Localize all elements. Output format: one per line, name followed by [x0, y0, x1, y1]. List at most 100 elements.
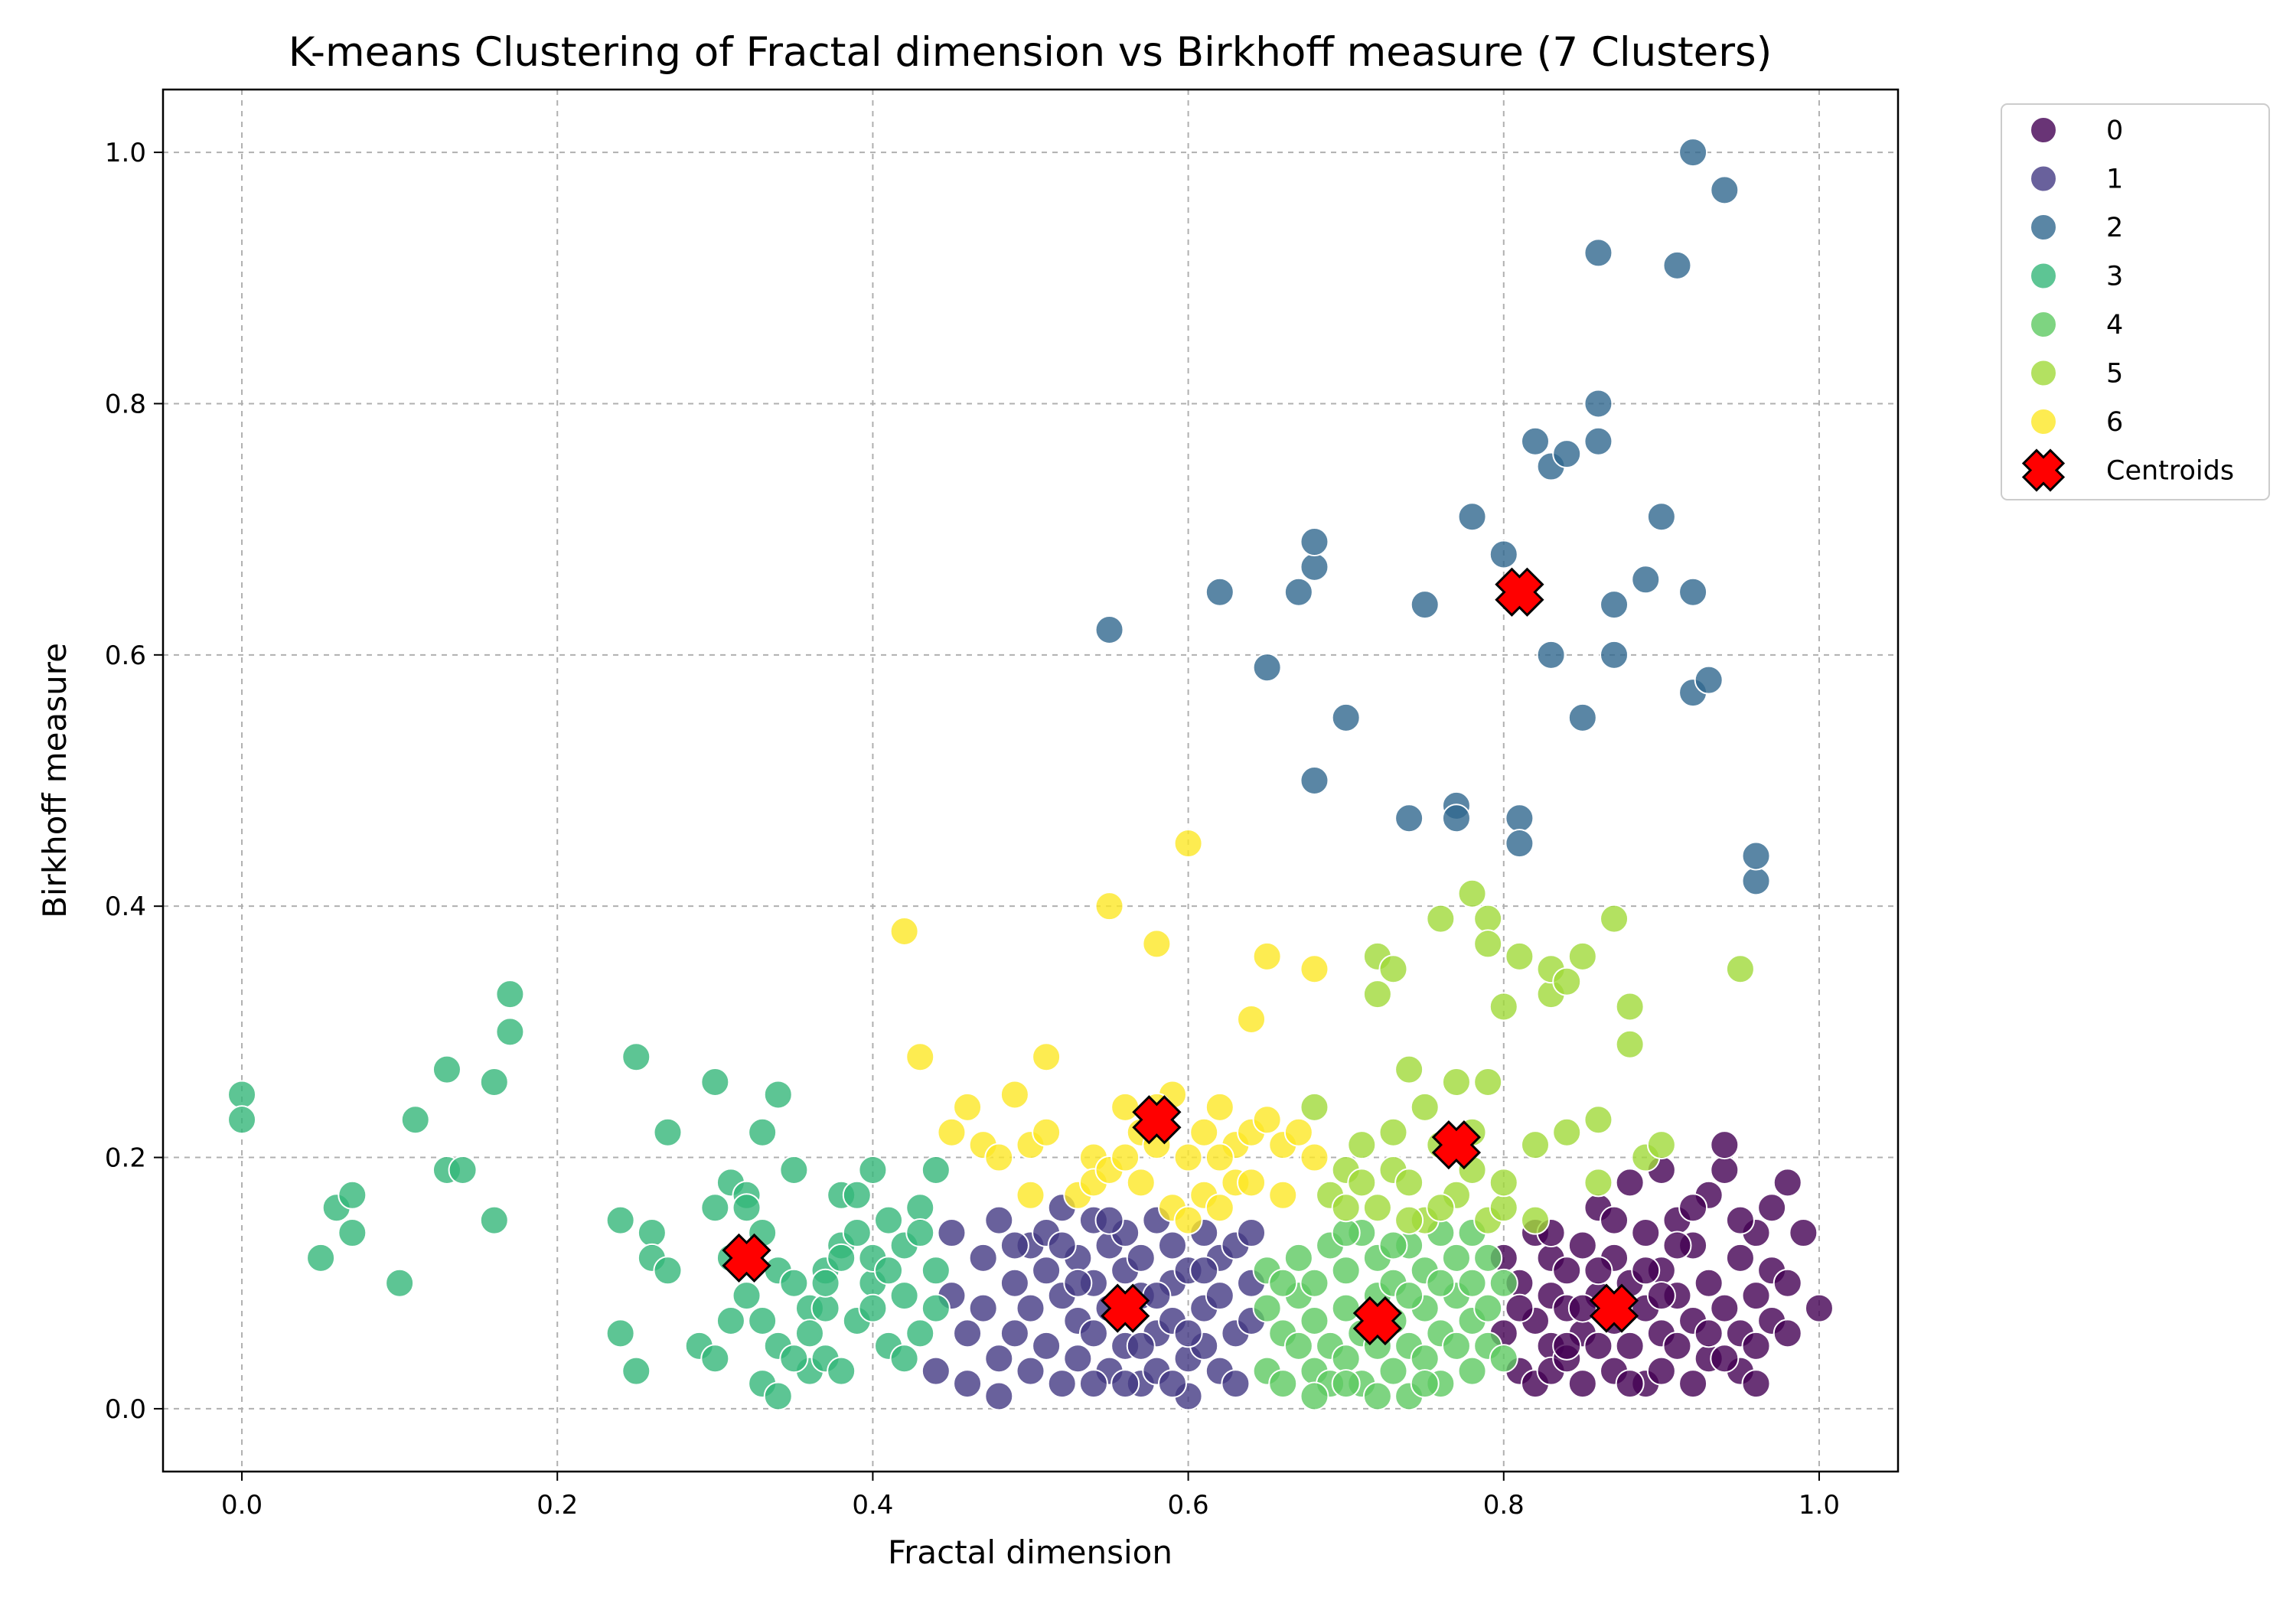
cluster-6-point [1000, 1080, 1029, 1110]
x-tick-label: 1.0 [1799, 1490, 1840, 1521]
cluster-5-point [1725, 954, 1755, 984]
y-tick-label: 1.0 [105, 138, 146, 168]
cluster-3-point [921, 1293, 951, 1323]
cluster-6-point [1300, 954, 1329, 984]
cluster-4-point [1283, 1243, 1313, 1273]
cluster-3-point [748, 1305, 778, 1335]
cluster-3-point [810, 1268, 840, 1298]
legend-entries: 0 1 2 3 4 5 6 Centroids [2021, 116, 2234, 492]
cluster-1-point [1078, 1369, 1108, 1399]
x-tick-label: 0.8 [1483, 1490, 1525, 1521]
cluster-1-point [1032, 1331, 1062, 1361]
cluster-6-point [937, 1117, 967, 1147]
cluster-5-point [1552, 1117, 1582, 1147]
legend-label: 2 [2106, 213, 2123, 243]
cluster-3-point [605, 1319, 635, 1348]
cluster-2-point [1457, 502, 1487, 532]
cluster-0-point [1615, 1168, 1645, 1198]
cluster-0-point [1710, 1344, 1740, 1374]
cluster-4-point [1268, 1268, 1298, 1298]
legend-label: 3 [2106, 262, 2123, 292]
legend-marker-0 [2030, 116, 2057, 144]
cluster-1-point [984, 1344, 1014, 1374]
cluster-6-point [1205, 1193, 1234, 1223]
cluster-6-point [1094, 892, 1124, 921]
cluster-0-point [1773, 1268, 1802, 1298]
cluster-2-point [1489, 539, 1518, 569]
cluster-3-point [874, 1256, 904, 1286]
cluster-1-point [921, 1356, 951, 1386]
x-tick-label: 0.0 [221, 1490, 263, 1521]
legend-marker-2 [2030, 214, 2057, 241]
centroid-marker [1132, 1095, 1182, 1145]
cluster-0-point [1741, 1369, 1771, 1399]
cluster-5-point [1583, 1168, 1613, 1198]
cluster-1-point [1142, 1281, 1172, 1311]
cluster-3-point [605, 1205, 635, 1235]
cluster-6-point [889, 917, 919, 947]
cluster-2-point [1552, 439, 1582, 469]
cluster-3-point [810, 1293, 840, 1323]
cluster-1-point [984, 1381, 1014, 1411]
cluster-1-point [953, 1369, 983, 1399]
cluster-6-point [1032, 1117, 1062, 1147]
cluster-3-point [700, 1193, 730, 1223]
cluster-5-point [1615, 992, 1645, 1022]
cluster-2-point [1600, 640, 1629, 670]
cluster-1-point [968, 1243, 998, 1273]
cluster-5-point [1394, 1054, 1424, 1084]
cluster-0-point [1694, 1319, 1724, 1348]
cluster-3-point [889, 1281, 919, 1311]
cluster-0-point [1741, 1331, 1771, 1361]
cluster-3-point [874, 1205, 904, 1235]
cluster-0-point [1741, 1281, 1771, 1311]
cluster-3-point [227, 1105, 257, 1135]
cluster-4-point [1300, 1381, 1329, 1411]
cluster-1-point [1126, 1243, 1156, 1273]
cluster-1-point [953, 1319, 983, 1348]
cluster-3-point [385, 1268, 415, 1298]
cluster-1-point [968, 1293, 998, 1323]
cluster-5-point [1441, 1068, 1471, 1097]
cluster-0-point [1631, 1256, 1661, 1286]
centroid-marker [722, 1233, 771, 1283]
cluster-6-point [1252, 1105, 1282, 1135]
cluster-4-point [1252, 1293, 1282, 1323]
cluster-0-point [1552, 1331, 1582, 1361]
cluster-2-point [1678, 577, 1708, 607]
cluster-0-point [1725, 1205, 1755, 1235]
cluster-5-point [1520, 1205, 1550, 1235]
cluster-6-point [1268, 1180, 1298, 1210]
cluster-2-point [1646, 502, 1676, 532]
cluster-5-point [1520, 1130, 1550, 1160]
cluster-2-point [1741, 866, 1771, 896]
cluster-3-point [905, 1193, 935, 1223]
cluster-1-point [1126, 1331, 1156, 1361]
cluster-1-point [1078, 1319, 1108, 1348]
scatter-points [227, 138, 1834, 1411]
cluster-6-point [1142, 929, 1172, 959]
cluster-0-point [1567, 1231, 1597, 1260]
legend-label: 4 [2106, 310, 2123, 341]
cluster-0-point [1646, 1281, 1676, 1311]
axis-ticks: 0.0 0.2 0.4 0.6 0.8 1.0 0.0 0.2 0.4 0.6 0.8 1.0 [105, 138, 1840, 1521]
cluster-0-point [1615, 1331, 1645, 1361]
cluster-3-point [700, 1068, 730, 1097]
legend-label-centroids: Centroids [2106, 456, 2234, 487]
cluster-2-point [1536, 640, 1566, 670]
cluster-4-point [1378, 1356, 1408, 1386]
legend-box [2001, 103, 2270, 500]
cluster-0-point [1694, 1268, 1724, 1298]
cluster-0-point [1710, 1130, 1740, 1160]
cluster-0-point [1600, 1205, 1629, 1235]
cluster-2-point [1583, 238, 1613, 268]
cluster-1-point [1094, 1205, 1124, 1235]
cluster-6-point [1173, 1205, 1203, 1235]
cluster-5-point [1457, 878, 1487, 908]
cluster-4-point [1394, 1281, 1424, 1311]
cluster-4-point [1410, 1344, 1440, 1374]
cluster-5-point [1489, 992, 1518, 1022]
grid [163, 90, 1898, 1472]
cluster-4-point [1331, 1293, 1361, 1323]
cluster-2-point [1252, 653, 1282, 683]
